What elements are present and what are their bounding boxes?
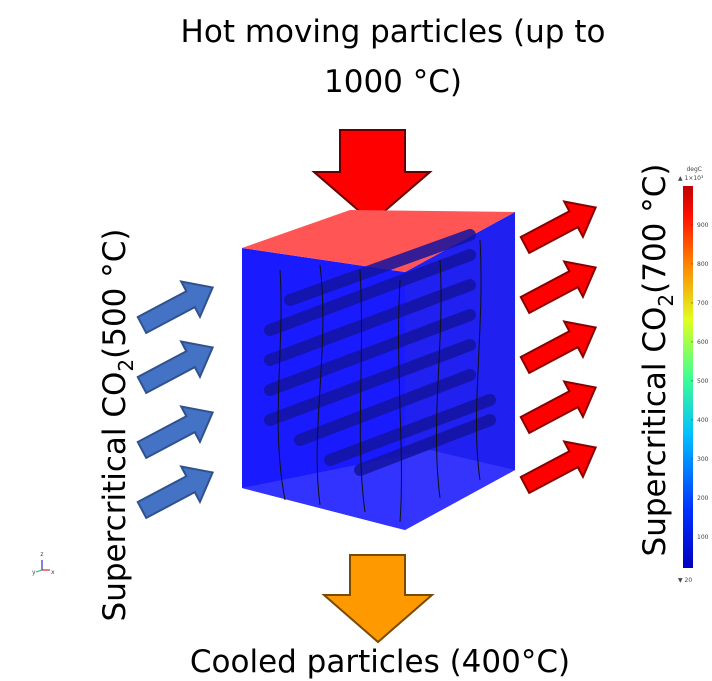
label-subscript: 2 (654, 294, 678, 307)
colorbar-max: ▲ 1×10³ (678, 175, 704, 182)
axis-y: y (32, 569, 36, 576)
colorbar-tick-label: 100 (697, 534, 709, 541)
hot-arrow (314, 130, 430, 222)
title-line: 1000 °C) (324, 64, 462, 100)
axis-x: x (51, 569, 55, 576)
axis-z: z (40, 551, 43, 558)
colorbar-tick-label: 500 (697, 378, 709, 385)
inlet-label: Supercritical CO2(500 °C) (97, 229, 138, 622)
label-text: (500 °C) (97, 229, 133, 359)
outlet-label: Supercritical CO2(700 °C) (637, 164, 678, 557)
title-line: Hot moving particles (up to (181, 14, 606, 50)
colorbar-tick-label: 400 (697, 417, 709, 424)
bottom-label: Cooled particles (400°C) (190, 644, 570, 680)
diagram: Hot moving particles (up to 1000 °C) Sup… (0, 0, 712, 681)
colorbar-tick-label: 300 (697, 456, 709, 463)
colorbar-min: ▼ 20 (678, 577, 692, 584)
colorbar-tick-label: 700 (697, 300, 709, 307)
label-text: (700 °C) (637, 164, 673, 294)
colorbar-tick-label: 800 (697, 261, 709, 268)
label-text: Supercritical CO (637, 307, 673, 557)
axes-triad (36, 560, 50, 572)
label-text: Supercritical CO (97, 372, 133, 622)
colorbar-tick-label: 600 (697, 339, 709, 346)
outlet-arrows (516, 190, 605, 503)
colorbar (683, 186, 693, 568)
label-subscript: 2 (114, 359, 138, 372)
cooled-arrow (324, 555, 432, 642)
colorbar-tick-label: 200 (697, 495, 709, 502)
inlet-arrows (133, 270, 222, 528)
colorbar-tick-label: 900 (697, 222, 709, 229)
colorbar-unit: degC (687, 166, 703, 173)
